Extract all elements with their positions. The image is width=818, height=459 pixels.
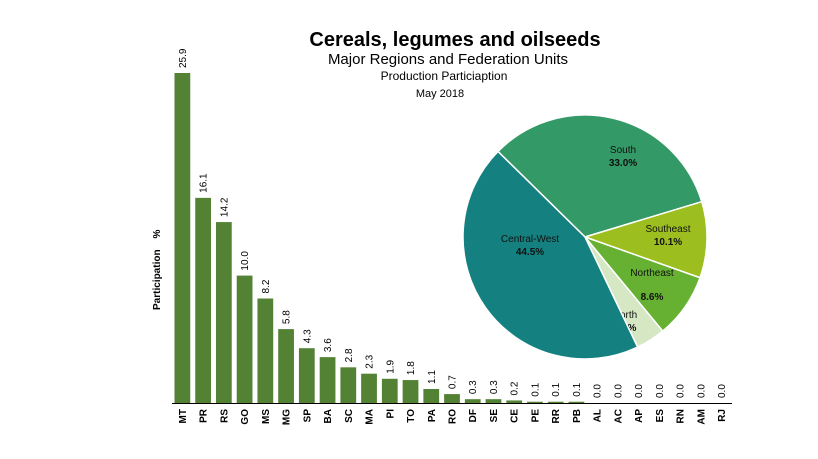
bar-ce [506,400,523,403]
bar-pb [568,401,585,403]
pie-chart: South 33.0% Southeast 10.1% Northeast 8.6% Nor… [462,114,708,360]
value-label-go: 10.0 [240,251,251,271]
pie-value-south: 33.0% [609,158,637,169]
bar-rs [215,222,232,403]
category-label-ce: CE [510,409,521,423]
category-label-pi: PI [385,409,396,419]
pie-label-central-west: Central-West [501,234,559,245]
category-label-pa: PA [427,409,438,422]
pie-slice-southeast [582,200,708,279]
bar-go [236,275,253,403]
value-label-pr: 16.1 [199,173,210,193]
value-label-am: 0.0 [696,384,707,398]
pie-slice-south [496,114,703,238]
bar-pr [195,197,211,403]
category-label-ap: AP [634,409,645,423]
chart-subtitle-2: Production Particiaption [381,69,508,83]
category-label-rj: RJ [717,409,728,422]
bar-pe [527,401,543,403]
category-label-mt: MT [178,409,189,423]
category-label-mg: MG [282,409,293,425]
value-label-pe: 0.1 [530,382,541,396]
y-axis-label: Participation [152,249,163,310]
value-label-to: 1.8 [406,361,417,375]
category-label-rs: RS [219,409,230,423]
category-label-sc: SC [344,409,355,423]
value-label-al: 0.0 [593,384,604,398]
bar-rr [547,401,564,403]
value-label-rn: 0.0 [676,384,687,398]
chart-date: May 2018 [416,88,464,100]
category-label-ac: AC [613,409,624,423]
value-label-pa: 1.1 [427,370,438,384]
value-label-pb: 0.1 [572,382,583,396]
category-label-es: ES [655,409,666,423]
bar-sc [340,367,357,403]
pie-value-central-west: 44.5% [516,247,544,258]
pie-label-northeast: Northeast [630,268,674,279]
value-label-ce: 0.2 [510,381,521,395]
bar-ma [361,373,377,403]
category-label-ms: MS [261,409,272,424]
category-label-go: GO [240,409,251,425]
pie-label-north: North [613,310,637,321]
chart-subtitle: Major Regions and Federation Units [328,51,568,68]
category-label-am: AM [696,409,707,425]
bar-chart: 25.9 MT 16.1 PR 14.2 RS 10.0 GO 8.2 MS 5.8 MG 4.3 SP 3… [172,48,732,425]
chart-title: Cereals, legumes and oilseeds [309,29,600,51]
bar-mg [278,329,294,403]
bar-ms [257,298,274,403]
category-label-sp: SP [302,409,313,423]
value-label-ap: 0.0 [634,384,645,398]
value-label-es: 0.0 [655,384,666,398]
bar-mt [174,73,191,403]
value-label-sp: 4.3 [302,329,313,343]
category-label-pb: PB [572,409,583,423]
category-label-df: DF [468,409,479,422]
value-label-rr: 0.1 [551,382,562,396]
value-label-sc: 2.8 [344,348,355,362]
category-label-pe: PE [530,409,541,423]
bar-to [402,380,419,403]
value-label-mt: 25.9 [178,48,189,68]
category-label-ro: RO [448,409,459,424]
value-label-ro: 0.7 [448,375,459,389]
pie-label-southeast: Southeast [645,224,690,235]
category-label-pr: PR [199,408,210,423]
pie-label-south: South [610,145,636,156]
value-label-df: 0.3 [468,380,479,394]
bar-pa [423,388,440,403]
bar-df [464,399,481,403]
category-label-rr: RR [551,408,562,423]
bar-sp [298,348,315,403]
bar-ro [444,394,460,403]
pie-value-southeast: 10.1% [654,237,682,248]
category-label-al: AL [593,409,604,422]
value-label-ma: 2.3 [365,354,376,368]
category-label-ba: BA [323,409,334,423]
value-label-mg: 5.8 [282,310,293,324]
bar-ba [319,357,336,403]
pie-slice-central-west [462,150,639,360]
value-label-pi: 1.9 [385,359,396,373]
y-axis-unit: % [152,229,163,238]
category-label-se: SE [489,409,500,423]
value-label-ac: 0.0 [613,384,624,398]
value-label-rs: 14.2 [219,197,230,217]
category-label-rn: RN [676,409,687,423]
category-label-ma: MA [365,409,376,425]
value-label-rj: 0.0 [717,384,728,398]
pie-value-northeast: 8.6% [641,292,664,303]
category-label-to: TO [406,409,417,423]
value-label-ba: 3.6 [323,338,334,352]
bar-se [485,399,502,403]
bar-pi [381,378,398,403]
value-label-ms: 8.2 [261,279,272,293]
value-label-se: 0.3 [489,380,500,394]
